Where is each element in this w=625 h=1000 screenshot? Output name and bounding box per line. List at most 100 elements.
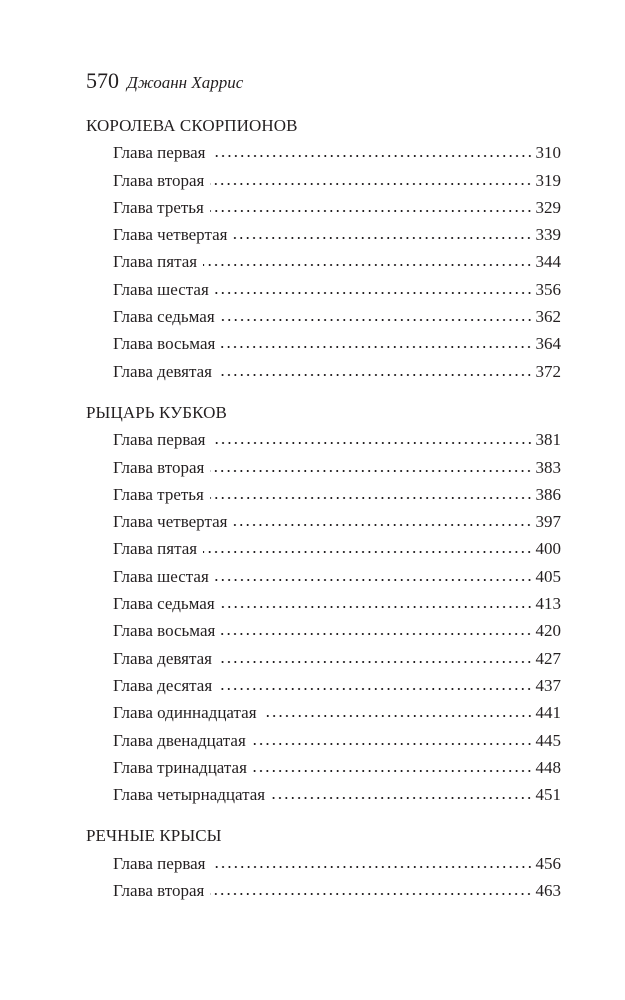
chapter-title: Глава первая: [113, 430, 206, 450]
dot-leader: [262, 714, 533, 719]
toc-entry: Глава вторая 319: [86, 167, 561, 194]
toc-entry: Глава восьмая 420: [86, 617, 561, 644]
dot-leader: [210, 468, 533, 473]
chapter-page-number: 397: [535, 512, 562, 532]
section-title: РЕЧНЫЕ КРЫСЫ: [86, 826, 222, 846]
chapter-title: Глава вторая: [113, 457, 205, 477]
chapter-title: Глава восьмая: [113, 334, 216, 354]
chapter-title: Глава девятая: [113, 648, 212, 668]
toc-entry: Глава четырнадцатая 451: [86, 781, 561, 808]
chapter-title: Глава девятая: [113, 361, 212, 381]
section-title: РЫЦАРЬ КУБКОВ: [86, 402, 227, 422]
chapter-title: Глава пятая: [113, 539, 198, 559]
chapter-title: Глава пятая: [113, 252, 198, 272]
dot-leader: [233, 236, 533, 241]
toc-entry: Глава третья 386: [86, 481, 561, 508]
chapter-title: Глава третья: [113, 484, 204, 504]
dot-leader: [221, 632, 533, 637]
chapter-title: Глава третья: [113, 197, 204, 217]
chapter-page-number: 310: [535, 143, 562, 163]
toc-entry: Глава четвертая 397: [86, 508, 561, 535]
dot-leader: [209, 208, 533, 213]
chapter-page-number: 448: [535, 757, 562, 777]
chapter-page-number: 362: [535, 307, 562, 327]
section-title: КОРОЛЕВА СКОРПИОНОВ: [86, 116, 298, 135]
author-name: Джоанн Харрис: [127, 73, 244, 92]
dot-leader: [214, 577, 533, 582]
dot-leader: [209, 495, 533, 500]
chapter-title: Глава седьмая: [113, 594, 215, 614]
dot-leader: [251, 741, 533, 746]
toc-entry: Глава двенадцатая 445: [86, 727, 561, 754]
chapter-title: Глава десятая: [113, 675, 213, 695]
toc-entry: Глава первая 381: [86, 426, 561, 453]
toc-section: РЕЧНЫЕ КРЫСЫ Глава первая 456 Глава вторая 4…: [86, 822, 561, 904]
dot-leader: [233, 523, 533, 528]
chapter-title: Глава четвертая: [113, 225, 228, 245]
dot-leader: [220, 318, 533, 323]
dot-leader: [220, 605, 533, 610]
chapter-title: Глава восьмая: [113, 621, 216, 641]
chapter-title: Глава шестая: [113, 279, 209, 299]
toc-entry: Глава первая 456: [86, 850, 561, 877]
dot-leader: [214, 290, 533, 295]
chapter-page-number: 319: [535, 170, 562, 190]
chapter-title: Глава вторая: [113, 881, 205, 901]
chapter-page-number: 463: [535, 881, 562, 901]
chapter-page-number: 441: [535, 703, 562, 723]
dot-leader: [203, 550, 533, 555]
toc-entry: Глава третья 329: [86, 194, 561, 221]
chapter-page-number: 451: [535, 785, 562, 805]
chapter-title: Глава двенадцатая: [113, 730, 246, 750]
chapter-page-number: 437: [535, 675, 562, 695]
dot-leader: [203, 263, 533, 268]
toc-entry: Глава шестая 356: [86, 276, 561, 303]
chapter-page-number: 400: [535, 539, 562, 559]
chapter-title: Глава четвертая: [113, 512, 228, 532]
chapter-page-number: 372: [535, 361, 562, 381]
toc-section: РЫЦАРЬ КУБКОВ Глава первая 381 Глава вторая…: [86, 399, 561, 808]
dot-leader: [218, 372, 533, 377]
chapter-page-number: 356: [535, 279, 562, 299]
running-head: 570 Джоанн Харрис: [86, 68, 243, 94]
chapter-page-number: 364: [535, 334, 562, 354]
chapter-page-number: 405: [535, 566, 562, 586]
toc-entry: Глава седьмая 413: [86, 590, 561, 617]
dot-leader: [210, 892, 533, 897]
table-of-contents: КОРОЛЕВА СКОРПИОНОВ Глава первая 310 Глава …: [86, 112, 561, 904]
chapter-page-number: 386: [535, 484, 562, 504]
chapter-page-number: 420: [535, 621, 562, 641]
chapter-title: Глава вторая: [113, 170, 205, 190]
chapter-title: Глава тринадцатая: [113, 757, 247, 777]
chapter-title: Глава первая: [113, 143, 206, 163]
toc-entry: Глава шестая 405: [86, 563, 561, 590]
chapter-page-number: 383: [535, 457, 562, 477]
chapter-title: Глава первая: [113, 853, 206, 873]
chapter-page-number: 329: [535, 197, 562, 217]
toc-entry: Глава девятая 372: [86, 358, 561, 385]
chapter-page-number: 381: [535, 430, 562, 450]
chapter-title: Глава четырнадцатая: [113, 785, 266, 805]
dot-leader: [218, 659, 533, 664]
page-number: 570: [86, 68, 119, 93]
toc-entry: Глава вторая 383: [86, 454, 561, 481]
toc-entry: Глава девятая 427: [86, 645, 561, 672]
toc-entry: Глава пятая 400: [86, 535, 561, 562]
chapter-page-number: 344: [535, 252, 562, 272]
toc-entry: Глава первая 310: [86, 139, 561, 166]
toc-entry: Глава одиннадцатая 441: [86, 699, 561, 726]
dot-leader: [211, 441, 533, 446]
dot-leader: [211, 154, 533, 159]
dot-leader: [210, 181, 533, 186]
chapter-page-number: 413: [535, 594, 562, 614]
toc-section: КОРОЛЕВА СКОРПИОНОВ Глава первая 310 Глава …: [86, 112, 561, 385]
dot-leader: [252, 768, 533, 773]
chapter-page-number: 445: [535, 730, 562, 750]
toc-entry: Глава четвертая 339: [86, 221, 561, 248]
toc-entry: Глава вторая 463: [86, 877, 561, 904]
toc-entry: Глава восьмая 364: [86, 330, 561, 357]
dot-leader: [221, 345, 533, 350]
chapter-title: Глава одиннадцатая: [113, 703, 257, 723]
toc-entry: Глава десятая 437: [86, 672, 561, 699]
chapter-page-number: 339: [535, 225, 562, 245]
